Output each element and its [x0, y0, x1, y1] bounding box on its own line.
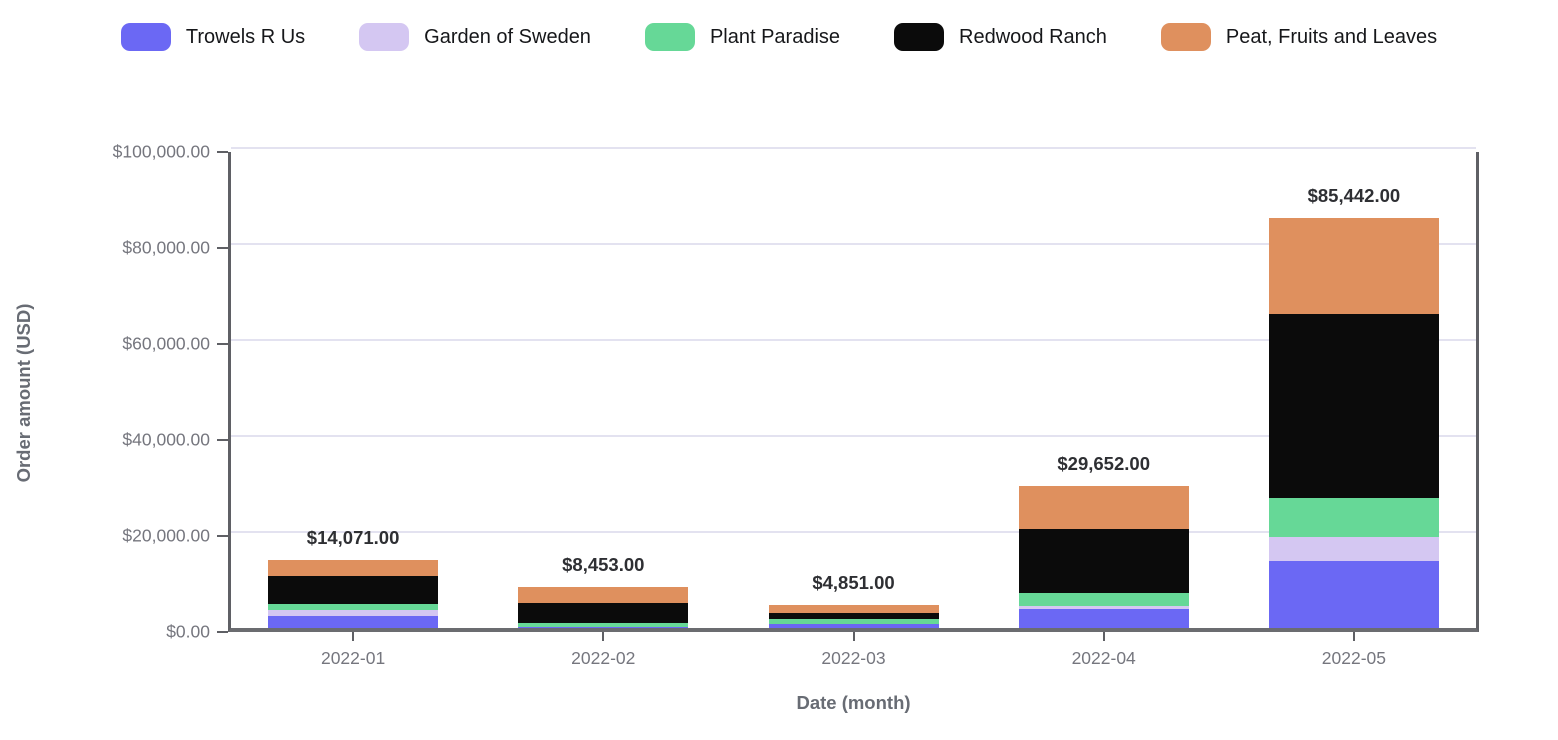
- bar-segment-peat-fruits-and-leaves-2022-03[interactable]: [768, 604, 939, 613]
- bar-segment-trowels-r-us-2022-04[interactable]: [1018, 609, 1189, 628]
- bar-segment-plant-paradise-2022-01[interactable]: [268, 603, 439, 610]
- gridline-40000: [231, 435, 1476, 437]
- x-axis-title: Date (month): [796, 692, 911, 713]
- gridline-100000: [231, 147, 1476, 149]
- legend-label: Redwood Ranch: [959, 25, 1107, 48]
- bar-2022-03: [768, 604, 939, 628]
- x-axis-tick-2022-03: [852, 632, 855, 641]
- y-axis-tick-100000: [217, 151, 228, 153]
- bar-segment-plant-paradise-2022-05[interactable]: [1268, 498, 1439, 538]
- legend-item-plant-paradise[interactable]: Plant Paradise: [644, 23, 841, 51]
- y-tick-label-80000: $80,000.00: [122, 237, 210, 258]
- gridline-60000: [231, 339, 1476, 341]
- y-axis-title: Order amount (USD): [13, 303, 34, 483]
- legend-label: Garden of Sweden: [424, 25, 591, 48]
- y-axis-tick-0: [217, 631, 228, 633]
- bar-segment-redwood-ranch-2022-04[interactable]: [1018, 528, 1189, 593]
- bar-segment-redwood-ranch-2022-03[interactable]: [768, 612, 939, 619]
- legend-item-trowels-r-us[interactable]: Trowels R Us: [120, 23, 306, 51]
- bar-segment-plant-paradise-2022-04[interactable]: [1018, 592, 1189, 607]
- bar-segment-redwood-ranch-2022-01[interactable]: [268, 576, 439, 604]
- legend-swatch-icon: [644, 23, 695, 51]
- legend-swatch-icon: [359, 23, 410, 51]
- legend-swatch-icon: [894, 23, 945, 51]
- gridline-80000: [231, 243, 1476, 245]
- plot-area: [228, 147, 1479, 632]
- x-tick-label-2022-05: 2022-05: [1321, 648, 1386, 668]
- bar-segment-peat-fruits-and-leaves-2022-01[interactable]: [268, 560, 439, 577]
- y-axis-tick-40000: [217, 439, 228, 441]
- x-axis-tick-2022-02: [602, 632, 605, 641]
- x-tick-label-2022-03: 2022-03: [821, 648, 886, 668]
- bar-2022-05: [1268, 217, 1439, 628]
- legend-label: Trowels R Us: [185, 25, 306, 48]
- bar-segment-redwood-ranch-2022-02[interactable]: [518, 602, 689, 623]
- y-tick-label-60000: $60,000.00: [122, 333, 210, 354]
- y-tick-label-0: $0.00: [166, 621, 210, 642]
- bar-segment-peat-fruits-and-leaves-2022-04[interactable]: [1018, 485, 1189, 529]
- bar-2022-02: [518, 587, 689, 628]
- x-axis-tick-2022-01: [352, 632, 355, 641]
- legend-item-redwood-ranch[interactable]: Redwood Ranch: [894, 23, 1107, 51]
- y-tick-label-100000: $100,000.00: [112, 141, 210, 162]
- bar-segment-garden-of-sweden-2022-01[interactable]: [268, 609, 439, 616]
- gridline-20000: [231, 531, 1476, 533]
- legend-item-garden-of-sweden[interactable]: Garden of Sweden: [359, 23, 591, 51]
- bar-segment-peat-fruits-and-leaves-2022-05[interactable]: [1268, 217, 1439, 314]
- chart-legend: Trowels R Us Garden of Sweden Plant Paradi…: [0, 20, 1558, 54]
- bar-segment-garden-of-sweden-2022-05[interactable]: [1268, 537, 1439, 562]
- legend-swatch-icon: [1160, 23, 1211, 51]
- bar-segment-redwood-ranch-2022-05[interactable]: [1268, 313, 1439, 499]
- x-tick-label-2022-04: 2022-04: [1071, 648, 1136, 668]
- bar-segment-trowels-r-us-2022-03[interactable]: [768, 623, 939, 628]
- y-axis-tick-20000: [217, 535, 228, 537]
- bar-segment-trowels-r-us-2022-02[interactable]: [518, 626, 689, 628]
- y-tick-label-40000: $40,000.00: [122, 429, 210, 450]
- bar-segment-trowels-r-us-2022-01[interactable]: [268, 616, 439, 628]
- bar-segment-garden-of-sweden-2022-04[interactable]: [1018, 606, 1189, 610]
- bar-2022-01: [268, 560, 439, 628]
- bar-2022-04: [1018, 485, 1189, 628]
- bar-segment-plant-paradise-2022-02[interactable]: [518, 622, 689, 627]
- legend-label: Peat, Fruits and Leaves: [1225, 25, 1438, 48]
- y-axis-tick-80000: [217, 247, 228, 249]
- bar-segment-trowels-r-us-2022-05[interactable]: [1268, 561, 1439, 628]
- legend-swatch-icon: [120, 23, 171, 51]
- x-tick-label-2022-02: 2022-02: [571, 648, 636, 668]
- legend-item-peat-fruits-and-leaves[interactable]: Peat, Fruits and Leaves: [1160, 23, 1438, 51]
- y-axis-tick-60000: [217, 343, 228, 345]
- x-tick-label-2022-01: 2022-01: [320, 648, 386, 668]
- bar-segment-peat-fruits-and-leaves-2022-02[interactable]: [518, 587, 689, 603]
- y-tick-label-20000: $20,000.00: [122, 525, 210, 546]
- legend-label: Plant Paradise: [709, 25, 841, 48]
- bar-segment-plant-paradise-2022-03[interactable]: [768, 618, 939, 624]
- x-axis-tick-2022-05: [1352, 632, 1355, 641]
- x-axis-tick-2022-04: [1102, 632, 1105, 641]
